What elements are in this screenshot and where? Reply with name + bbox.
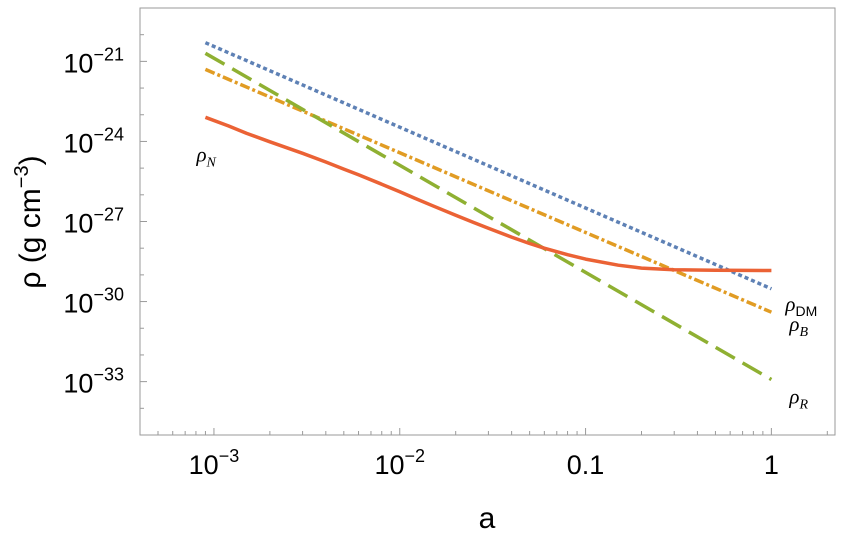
x-tick-label: 10−2: [374, 446, 425, 480]
x-tick-label: 0.1: [567, 450, 605, 480]
series-lines: [204, 41, 773, 382]
y-tick-label: 10−30: [63, 285, 124, 319]
y-axis-label-sup: −3: [11, 165, 33, 188]
series-line-r: [204, 51, 773, 382]
y-axis-label-end: ): [14, 155, 47, 165]
y-axis-label-base: ρ (g cm: [14, 188, 47, 288]
y-axis-ticks: 10−21 10−24 10−27 10−30 10−33: [63, 44, 124, 398]
plot-frame: [139, 7, 836, 436]
x-axis-ticks: 10−3 10−2 0.1 1: [189, 446, 779, 480]
x-minor-ticks: [139, 428, 828, 435]
x-axis-label: a: [479, 502, 496, 534]
y-minor-ticks: [140, 7, 147, 436]
series-label-dm: ρDM: [784, 292, 817, 319]
series-label-r: ρR: [788, 385, 808, 413]
y-axis-label: ρ (g cm−3): [11, 155, 47, 288]
y-tick-label: 10−24: [63, 124, 124, 158]
series-label-b: ρB: [788, 312, 808, 340]
x-tick-label: 10−3: [189, 446, 240, 480]
series-label-n: ρN: [195, 142, 216, 170]
y-tick-label: 10−33: [63, 365, 124, 399]
y-tick-label: 10−27: [63, 205, 124, 239]
y-tick-label: 10−21: [63, 44, 124, 78]
series-line-b: [204, 67, 773, 314]
series-line-n: [204, 115, 772, 273]
series-line-dm: [204, 41, 773, 291]
x-tick-label: 1: [764, 450, 779, 480]
